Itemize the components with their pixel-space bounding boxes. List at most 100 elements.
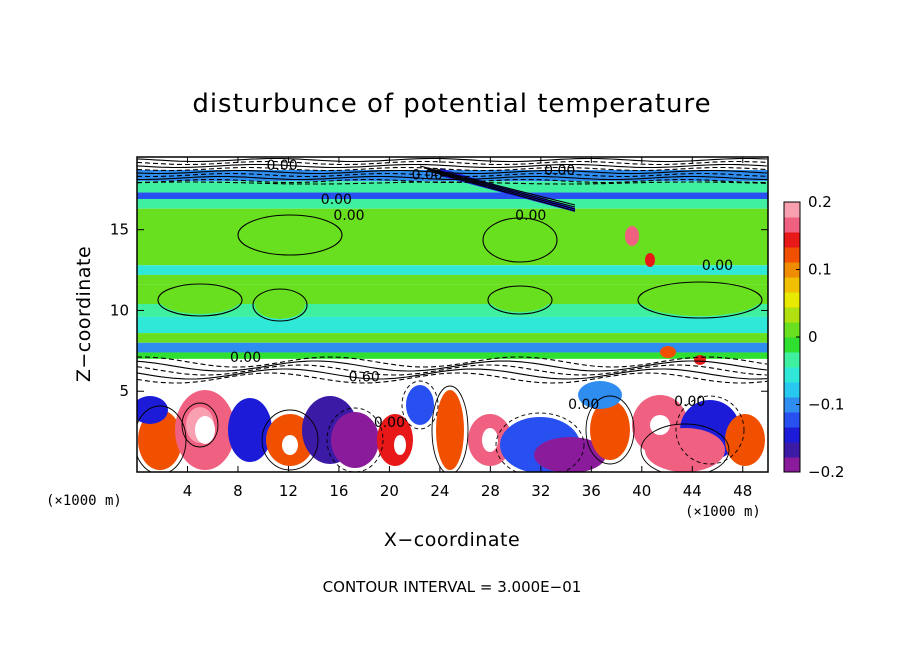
inversion-contour bbox=[137, 372, 768, 384]
x-tick-label: 4 bbox=[183, 482, 193, 500]
plume-patch bbox=[406, 385, 434, 425]
top-contour bbox=[137, 169, 768, 175]
tilted-contour bbox=[431, 171, 576, 212]
plume-patch bbox=[590, 400, 630, 460]
value-band bbox=[137, 352, 768, 359]
contour-label: 0.00 bbox=[568, 397, 599, 413]
zero-contour bbox=[252, 288, 308, 322]
colorbar-swatch bbox=[784, 337, 800, 353]
x-tick-label: 24 bbox=[430, 482, 449, 500]
contour-label: 0.00 bbox=[544, 163, 575, 179]
colorbar-swatch bbox=[784, 427, 800, 443]
plume-contour bbox=[495, 412, 585, 472]
plume-patch bbox=[228, 398, 272, 462]
green-cell bbox=[255, 291, 305, 319]
x-tick-label: 12 bbox=[279, 482, 298, 500]
green-cell bbox=[420, 211, 460, 239]
inversion-contour bbox=[137, 364, 768, 376]
tilted-contour bbox=[423, 167, 576, 208]
top-contour bbox=[137, 157, 768, 163]
plume-contour bbox=[401, 380, 439, 430]
plume-patch bbox=[578, 381, 622, 409]
colorbar-swatch bbox=[784, 457, 800, 473]
warm-spot bbox=[625, 226, 639, 246]
x-tick-label: 32 bbox=[531, 482, 550, 500]
plot-area bbox=[137, 157, 768, 472]
plume-core bbox=[282, 435, 298, 455]
contour-label: 0.00 bbox=[515, 208, 546, 224]
z-axis: 5 10 15 bbox=[110, 221, 768, 400]
colorbar-tick-label: −0.2 bbox=[808, 463, 844, 481]
plume-contour bbox=[431, 385, 469, 472]
value-band bbox=[137, 265, 768, 275]
contour-label: 0.00 bbox=[412, 168, 443, 184]
colorbar-swatch bbox=[784, 202, 800, 218]
plume-contour bbox=[640, 423, 730, 472]
inversion-contour bbox=[137, 368, 768, 380]
value-band bbox=[137, 192, 768, 199]
contour-label: 0.00 bbox=[333, 208, 364, 224]
green-cell bbox=[160, 286, 240, 314]
zero-contour bbox=[482, 217, 558, 263]
colorbar-swatch bbox=[784, 307, 800, 323]
colorbar-swatch bbox=[784, 352, 800, 368]
value-band bbox=[137, 199, 768, 209]
chart-title: disturbunce of potential temperature bbox=[192, 89, 711, 119]
zero-contour bbox=[237, 214, 343, 256]
zero-contour bbox=[157, 283, 243, 317]
top-contour bbox=[137, 163, 768, 169]
z-axis-label: Z−coordinate bbox=[73, 246, 95, 382]
x-tick-label: 16 bbox=[329, 482, 348, 500]
plume-patch bbox=[331, 412, 379, 468]
green-cell bbox=[640, 284, 760, 316]
green-cell bbox=[485, 220, 555, 260]
value-band bbox=[137, 181, 768, 193]
warm-spot bbox=[645, 253, 655, 267]
plume-contour bbox=[675, 395, 745, 465]
x-tick-label: 8 bbox=[233, 482, 243, 500]
green-cell bbox=[240, 217, 340, 253]
value-band bbox=[137, 333, 768, 343]
zero-contour bbox=[637, 281, 763, 319]
x-tick-label: 44 bbox=[683, 482, 702, 500]
warm-spot bbox=[660, 346, 676, 358]
z-tick-label: 5 bbox=[119, 382, 129, 400]
plume-contour bbox=[261, 409, 319, 471]
colorbar-swatch bbox=[784, 367, 800, 383]
contour-lines bbox=[137, 157, 768, 472]
plume-contour bbox=[181, 402, 219, 448]
x-axis: 4 8 12 16 20 24 28 32 36 40 44 48 bbox=[183, 157, 752, 500]
inversion-contour bbox=[137, 360, 768, 372]
colorbar-tick-label: −0.1 bbox=[808, 396, 844, 414]
colorbar-swatch bbox=[784, 442, 800, 458]
top-strip bbox=[137, 157, 768, 170]
contour-label: 0.00 bbox=[374, 415, 405, 431]
plume-contour bbox=[137, 405, 187, 472]
x-tick-label: 36 bbox=[582, 482, 601, 500]
contour-interval-footer: CONTOUR INTERVAL = 3.000E−01 bbox=[323, 578, 582, 596]
colorbar: 0.2 0.1 0 −0.1 −0.2 bbox=[783, 193, 844, 481]
plume-core bbox=[650, 415, 670, 435]
colorbar-tick-label: 0 bbox=[808, 328, 818, 346]
convective-features bbox=[137, 168, 765, 472]
plume-contour bbox=[326, 407, 384, 472]
colorbar-swatch bbox=[784, 397, 800, 413]
top-contour bbox=[137, 181, 768, 185]
tilted-contour bbox=[427, 169, 576, 210]
colorbar-swatch bbox=[784, 412, 800, 428]
plume-patch bbox=[138, 410, 182, 470]
plume-core bbox=[482, 428, 498, 452]
plume-core bbox=[394, 435, 406, 455]
colorbar-swatch bbox=[784, 247, 800, 263]
contour-label: 0.00 bbox=[702, 258, 733, 274]
colorbar-swatch bbox=[784, 262, 800, 278]
contour-labels: 0.000.00 0.000.000.00 0.000.000.000.600.00… bbox=[230, 158, 733, 431]
value-band bbox=[137, 316, 768, 334]
contour-label: 0.60 bbox=[349, 370, 380, 386]
x-tick-label: 28 bbox=[481, 482, 500, 500]
contour-label: 0.00 bbox=[321, 192, 352, 208]
colorbar-swatch bbox=[784, 382, 800, 398]
zero-contour bbox=[487, 285, 553, 315]
z-tick-label: 10 bbox=[110, 301, 129, 319]
